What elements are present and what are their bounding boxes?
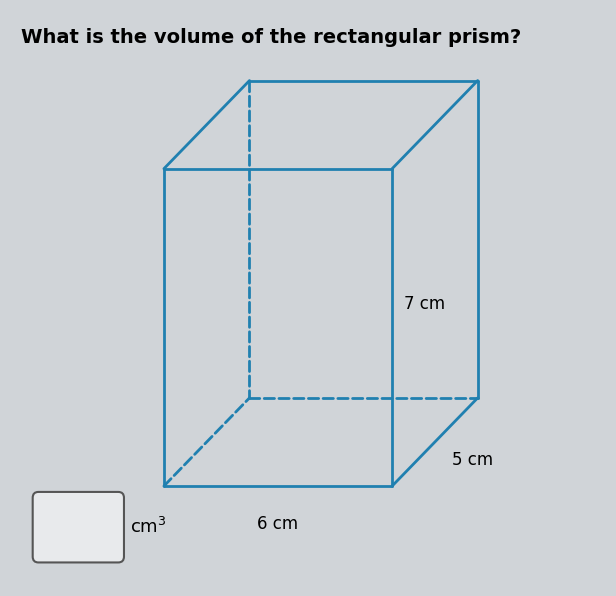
Text: 7 cm: 7 cm [403,295,445,313]
Text: cm$^3$: cm$^3$ [130,517,166,537]
Text: 5 cm: 5 cm [452,451,493,468]
Text: What is the volume of the rectangular prism?: What is the volume of the rectangular pr… [22,27,522,46]
FancyBboxPatch shape [33,492,124,563]
Text: 6 cm: 6 cm [257,516,299,533]
